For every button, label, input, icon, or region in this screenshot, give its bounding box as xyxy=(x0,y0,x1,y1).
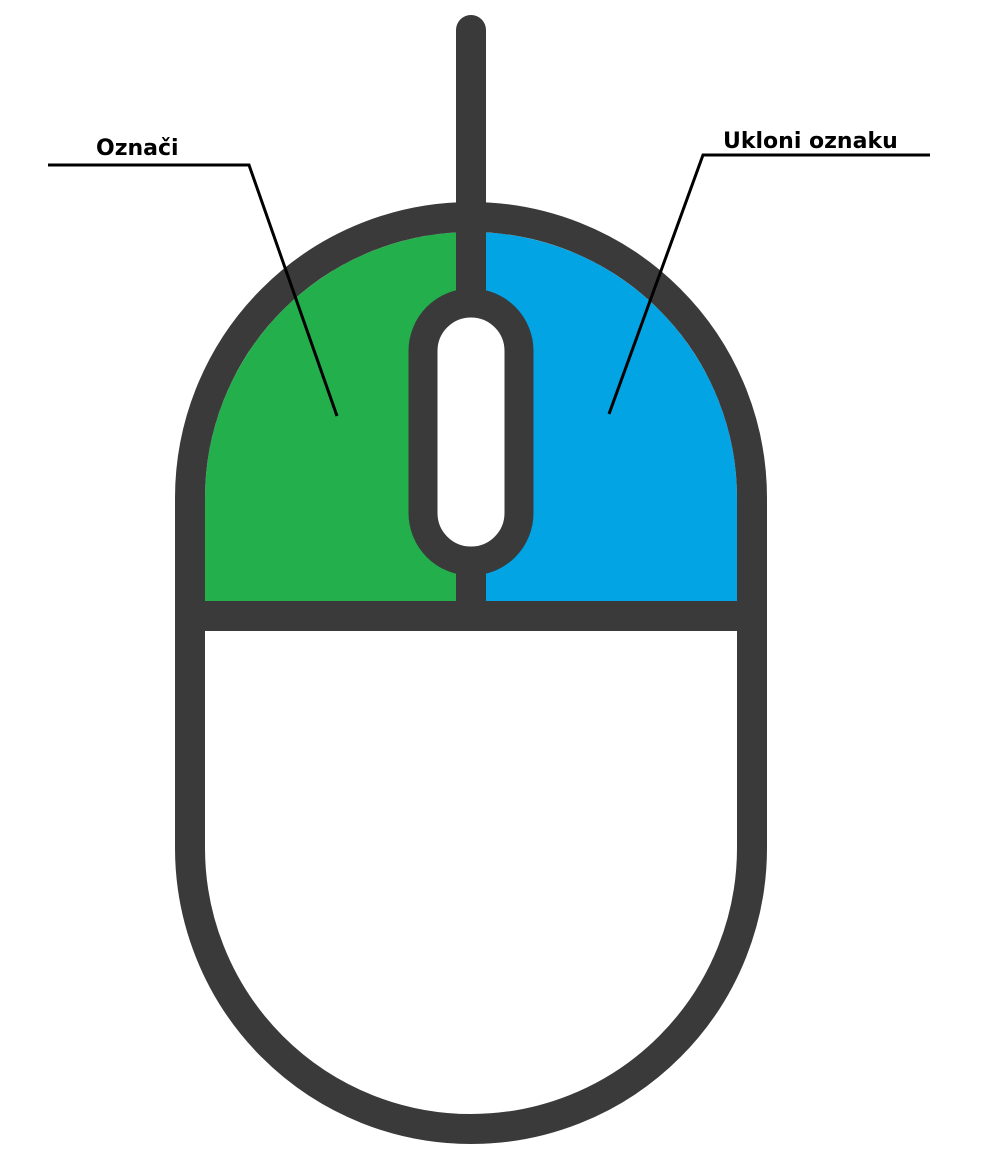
left-button-callout: Označi xyxy=(48,136,339,417)
right-button-callout: Ukloni oznaku xyxy=(607,129,930,415)
right-button-label: Ukloni oznaku xyxy=(723,129,898,154)
mouse-body-outline xyxy=(175,202,767,1144)
left-leader-line xyxy=(48,163,339,417)
right-leader-line xyxy=(607,153,930,415)
scroll-wheel-housing xyxy=(408,288,534,576)
left-button-label: Označi xyxy=(96,136,179,161)
